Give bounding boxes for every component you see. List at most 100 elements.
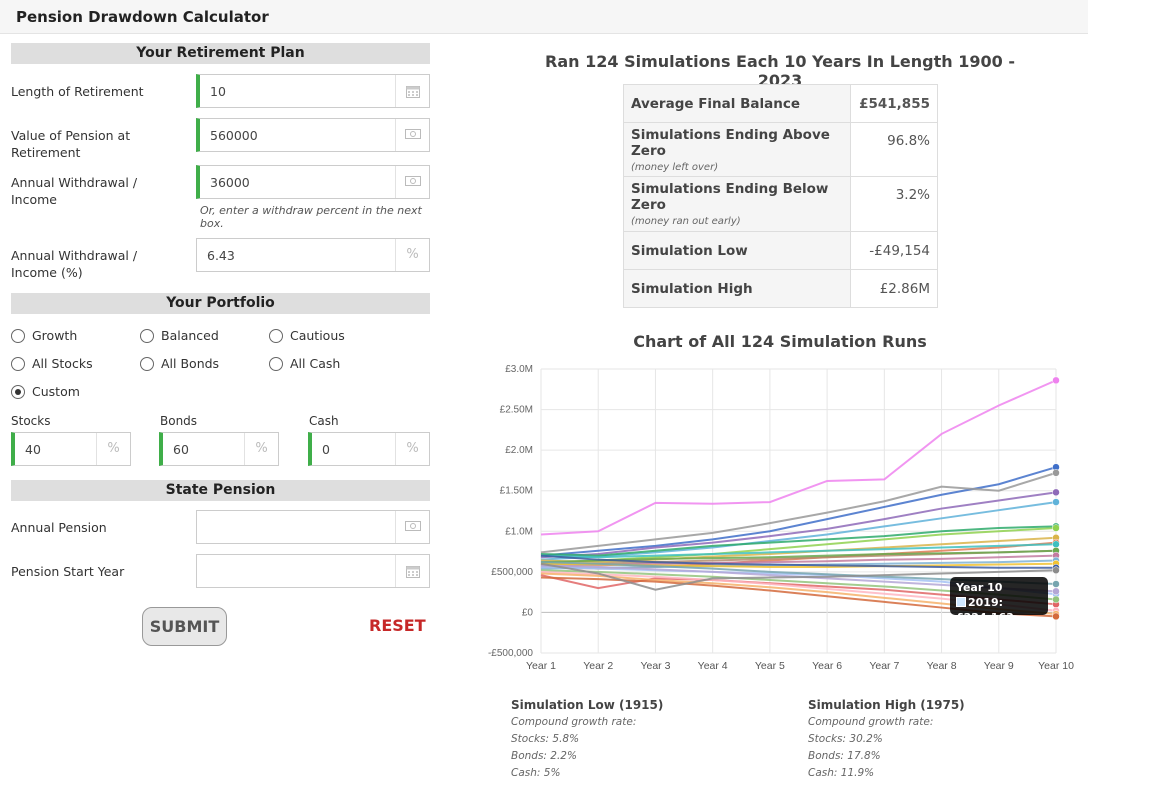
money-icon — [395, 119, 429, 151]
series-line — [540, 562, 1057, 591]
simulation-line-chart[interactable]: -£500,000 £0 £500,000 £1.0M £1.50M £2.0M £2.50… — [478, 355, 1078, 680]
radio-label: All Stocks — [32, 356, 93, 371]
percent-icon: % — [395, 239, 429, 271]
y-tick-label: £500,000 — [491, 567, 533, 578]
tooltip-swatch — [956, 597, 966, 607]
x-tick-label: Year 3 — [640, 660, 670, 672]
withdrawal-value: 36000 — [210, 175, 250, 190]
withdrawal-pct-input[interactable]: 6.43 % — [196, 238, 430, 272]
percent-icon: % — [244, 433, 278, 465]
table-row: Simulation High £2.86M — [623, 269, 938, 308]
series-end-point — [1052, 540, 1060, 549]
stocks-input[interactable]: 40 % — [11, 432, 131, 466]
radio-circle — [140, 357, 154, 371]
submit-button[interactable]: SUBMIT — [142, 607, 227, 646]
money-icon — [395, 166, 429, 198]
series-end-point — [1052, 580, 1060, 588]
pension-value-label: Value of Pension at Retirement — [11, 128, 131, 160]
cash-value: 0 — [322, 442, 330, 457]
withdrawal-pct-value: 6.43 — [207, 248, 235, 263]
cash-input[interactable]: 0 % — [308, 432, 430, 466]
x-tick-label: Year 4 — [698, 660, 728, 672]
series-line — [540, 379, 1057, 536]
length-input[interactable]: 10 — [196, 74, 430, 108]
series-line — [540, 471, 1057, 554]
series-end-point — [1052, 498, 1060, 506]
radio-label: Custom — [32, 384, 80, 399]
series-line — [540, 543, 1057, 559]
stocks-label: Stocks — [11, 414, 51, 428]
chart-title: Chart of All 124 Simulation Runs — [633, 332, 927, 351]
simulation-low-note: Simulation Low (1915) Compound growth ra… — [511, 697, 663, 782]
simulation-high-note: Simulation High (1975) Compound growth r… — [808, 697, 965, 782]
withdrawal-input[interactable]: 36000 — [196, 165, 430, 199]
radio-all-stocks[interactable]: All Stocks — [11, 356, 93, 372]
pension-value-input[interactable]: 560000 — [196, 118, 430, 152]
bonds-input[interactable]: 60 % — [159, 432, 279, 466]
x-tick-label: Year 7 — [869, 660, 899, 672]
note-cgr: Compound growth rate: — [808, 716, 934, 728]
series-line — [540, 491, 1057, 559]
x-tick-label: Year 8 — [927, 660, 957, 672]
radio-all-cash[interactable]: All Cash — [269, 356, 340, 372]
result-label: Simulations Ending Below Zero (money ran … — [623, 176, 851, 232]
y-tick-label: £1.0M — [505, 526, 533, 537]
result-label: Simulation High — [623, 269, 851, 308]
series-end-point — [1052, 524, 1060, 532]
series-end-point — [1052, 376, 1060, 385]
simulation-high-value: £2.86M — [850, 269, 938, 308]
withdrawal-hint: Or, enter a withdraw percent in the next… — [200, 204, 422, 230]
note-bonds: Bonds: 2.2% — [511, 750, 577, 762]
series-end-point — [1052, 488, 1060, 497]
y-tick-label: £2.50M — [500, 405, 533, 416]
x-tick-label: Year 10 — [1038, 660, 1074, 672]
radio-custom[interactable]: Custom — [11, 384, 80, 400]
pension-start-label: Pension Start Year — [11, 564, 125, 579]
series-line — [540, 554, 1056, 569]
note-stocks: Stocks: 5.8% — [511, 733, 580, 745]
length-label: Length of Retirement — [11, 84, 144, 99]
reset-button[interactable]: RESET — [369, 616, 426, 635]
radio-circle — [11, 329, 25, 343]
y-tick-label: £2.0M — [505, 445, 533, 456]
cash-label: Cash — [309, 414, 339, 428]
stocks-value: 40 — [25, 442, 41, 457]
x-tick-label: Year 1 — [526, 660, 556, 672]
radio-label: All Bonds — [161, 356, 220, 371]
chart-tooltip: Year 10 2019: £224,163 — [950, 577, 1048, 624]
percent-icon: % — [96, 433, 130, 465]
below-zero-value: 3.2% — [850, 176, 938, 232]
pension-start-input[interactable] — [196, 554, 430, 588]
note-bonds: Bonds: 17.8% — [808, 750, 881, 762]
annual-pension-input[interactable] — [196, 510, 430, 544]
radio-balanced[interactable]: Balanced — [140, 328, 219, 344]
radio-label: Growth — [32, 328, 78, 343]
series-line — [540, 501, 1057, 561]
series-end-point — [1052, 612, 1060, 621]
bonds-label: Bonds — [160, 414, 198, 428]
money-icon — [395, 511, 429, 543]
radio-growth[interactable]: Growth — [11, 328, 77, 344]
note-title: Simulation Low (1915) — [511, 698, 664, 712]
above-zero-value: 96.8% — [850, 122, 938, 177]
result-label: Simulations Ending Above Zero (money left… — [623, 122, 851, 177]
radio-cautious[interactable]: Cautious — [269, 328, 345, 344]
calendar-icon — [395, 75, 429, 107]
radio-label: Cautious — [290, 328, 345, 343]
table-row: Simulations Ending Above Zero (money left… — [623, 122, 938, 177]
series-line — [540, 525, 1057, 557]
withdrawal-label: Annual Withdrawal / Income — [11, 175, 138, 207]
x-tick-label: Year 5 — [755, 660, 785, 672]
x-tick-label: Year 6 — [812, 660, 842, 672]
radio-label: Balanced — [161, 328, 219, 343]
tooltip-title: Year 10 — [956, 581, 1003, 594]
portfolio-heading: Your Portfolio — [11, 293, 430, 314]
note-cgr: Compound growth rate: — [511, 716, 637, 728]
simulation-low-value: -£49,154 — [850, 231, 938, 270]
y-tick-label: £1.50M — [500, 486, 533, 497]
table-row: Simulations Ending Below Zero (money ran … — [623, 176, 938, 232]
radio-all-bonds[interactable]: All Bonds — [140, 356, 219, 372]
series-line — [540, 549, 1057, 564]
radio-circle — [11, 357, 25, 371]
x-tick-label: Year 2 — [583, 660, 613, 672]
